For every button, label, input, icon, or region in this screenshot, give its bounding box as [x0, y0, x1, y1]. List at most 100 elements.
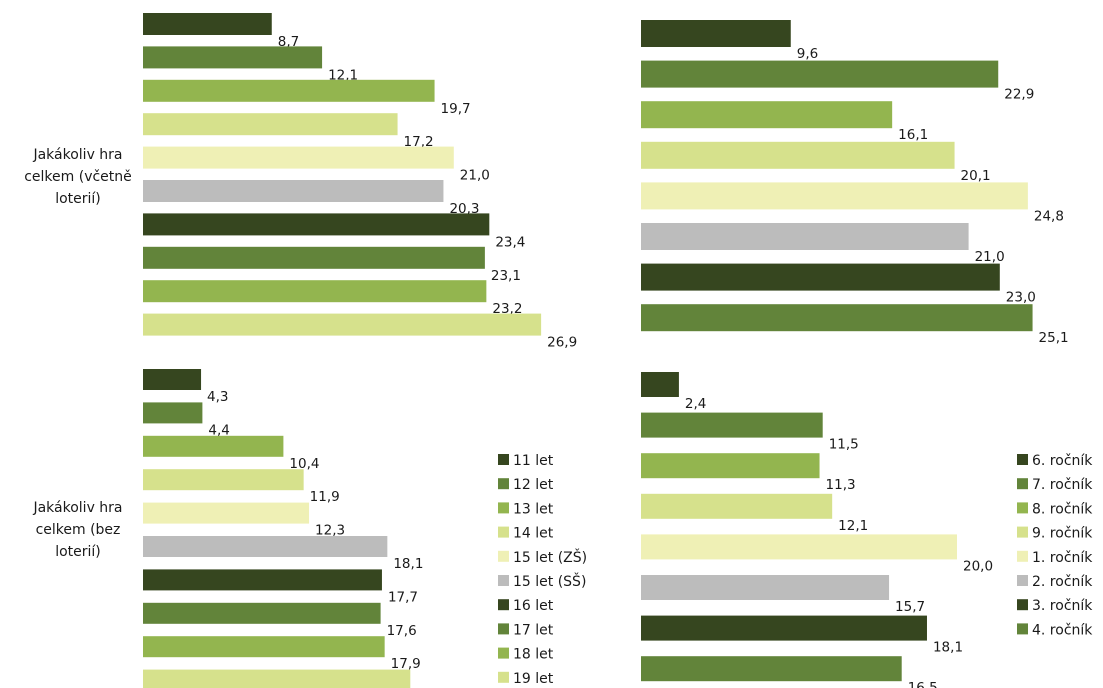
data-label-1-7: 23,4	[495, 234, 525, 250]
legend-label-1-4: 14 let	[513, 526, 554, 542]
bar-4-7	[641, 615, 927, 641]
data-label-1-5: 21,0	[460, 168, 490, 184]
bar-2-7	[641, 263, 1000, 291]
data-label-4-7: 18,1	[933, 640, 963, 656]
data-label-3-3: 10,4	[289, 456, 319, 472]
data-label-2-7: 23,0	[1006, 290, 1036, 306]
data-label-1-3: 19,7	[441, 101, 471, 117]
bar-3-3	[143, 435, 284, 457]
data-label-2-6: 21,0	[975, 249, 1005, 265]
data-label-1-6: 20,3	[449, 201, 479, 217]
legend-label-2-1: 6. ročník	[1032, 453, 1093, 469]
legend-swatch-1-9	[498, 647, 509, 659]
legend-swatch-1-3	[498, 502, 509, 514]
legend-swatch-2-5	[1017, 550, 1028, 562]
data-label-3-9: 17,9	[391, 656, 421, 672]
legend-swatch-2-1	[1017, 454, 1028, 465]
legend-label-1-5: 15 let (ZŠ)	[513, 548, 587, 566]
data-label-4-3: 11,3	[826, 477, 856, 493]
legend-label-1-3: 13 let	[513, 501, 554, 517]
legend-swatch-2-8	[1017, 623, 1028, 635]
bar-2-3	[641, 101, 893, 129]
legend-swatch-1-1	[498, 454, 509, 465]
category-label-3-line-2: celkem (bez	[36, 522, 121, 538]
bar-4-8	[641, 656, 902, 682]
data-label-2-1: 9,6	[797, 46, 818, 62]
bar-2-8	[641, 304, 1033, 332]
legend-swatch-1-4	[498, 526, 509, 538]
legend-label-2-7: 3. ročník	[1032, 598, 1093, 614]
legend-label-1-6: 15 let (SŠ)	[513, 572, 586, 590]
data-label-3-2: 4,4	[208, 422, 229, 438]
bar-2-4	[641, 141, 955, 169]
category-label-1-line-3: loterií)	[55, 191, 101, 207]
legend-label-2-5: 1. ročník	[1032, 550, 1093, 566]
category-label-3-line-1: Jakákoliv hra	[32, 500, 122, 516]
data-label-3-7: 17,7	[388, 589, 418, 605]
data-label-3-5: 12,3	[315, 523, 345, 539]
data-label-4-8: 16,5	[908, 680, 938, 688]
data-label-3-1: 4,3	[207, 389, 228, 405]
bar-4-6	[641, 575, 890, 600]
data-label-2-8: 25,1	[1039, 330, 1069, 346]
bar-1-2	[143, 46, 323, 69]
data-label-1-2: 12,1	[328, 67, 358, 83]
legend-swatch-2-7	[1017, 599, 1028, 611]
data-label-3-4: 11,9	[310, 489, 340, 505]
legend-label-2-2: 7. ročník	[1032, 477, 1093, 493]
legend-label-1-2: 12 let	[513, 477, 554, 493]
bar-3-2	[143, 402, 203, 424]
legend-swatch-1-8	[498, 623, 509, 635]
category-label-1-line-1: Jakákoliv hra	[32, 147, 122, 163]
bar-1-4	[143, 113, 398, 136]
legend-swatch-2-3	[1017, 502, 1028, 514]
legend-swatch-1-10	[498, 671, 509, 683]
data-label-4-5: 20,0	[963, 558, 993, 574]
legend-label-1-1: 11 let	[513, 453, 554, 469]
bar-3-6	[143, 536, 388, 557]
bar-3-9	[143, 636, 385, 658]
data-label-1-4: 17,2	[404, 134, 434, 150]
data-label-2-5: 24,8	[1034, 208, 1064, 224]
data-label-4-2: 11,5	[829, 437, 859, 453]
legend-swatch-2-2	[1017, 478, 1028, 490]
category-label-1-line-2: celkem (včetně	[24, 169, 132, 185]
legend-label-2-8: 4. ročník	[1032, 622, 1093, 638]
legend-swatch-1-2	[498, 478, 509, 490]
bar-3-1	[143, 369, 202, 390]
bar-1-3	[143, 79, 435, 102]
bar-2-2	[641, 60, 999, 88]
data-label-4-4: 12,1	[838, 518, 868, 534]
legend-label-2-6: 2. ročník	[1032, 574, 1093, 590]
data-label-1-10: 26,9	[547, 335, 577, 351]
bar-1-1	[143, 13, 272, 35]
legend-swatch-1-5	[498, 550, 509, 562]
legend-swatch-2-4	[1017, 526, 1028, 538]
bar-4-5	[641, 534, 957, 560]
bar-4-4	[641, 493, 833, 519]
bar-2-6	[641, 223, 969, 250]
legend-label-2-3: 8. ročník	[1032, 501, 1093, 517]
bar-1-8	[143, 246, 485, 269]
legend-swatch-1-6	[498, 575, 509, 586]
legend-label-1-7: 16 let	[513, 598, 554, 614]
data-label-1-8: 23,1	[491, 268, 521, 284]
bar-3-7	[143, 569, 382, 591]
data-label-1-1: 8,7	[278, 34, 299, 50]
data-label-2-4: 20,1	[961, 168, 991, 184]
bar-4-1	[641, 372, 679, 397]
data-label-4-6: 15,7	[895, 599, 925, 615]
bar-1-6	[143, 180, 444, 202]
bar-1-10	[143, 313, 542, 336]
legend-label-1-9: 18 let	[513, 647, 554, 663]
data-label-3-8: 17,6	[387, 623, 417, 639]
bar-1-7	[143, 213, 490, 236]
bar-4-3	[641, 453, 820, 479]
data-label-2-3: 16,1	[898, 127, 928, 143]
data-label-2-2: 22,9	[1004, 87, 1034, 103]
category-label-3-line-3: loterií)	[55, 544, 101, 560]
data-label-3-6: 18,1	[393, 556, 423, 572]
bar-1-9	[143, 280, 487, 303]
